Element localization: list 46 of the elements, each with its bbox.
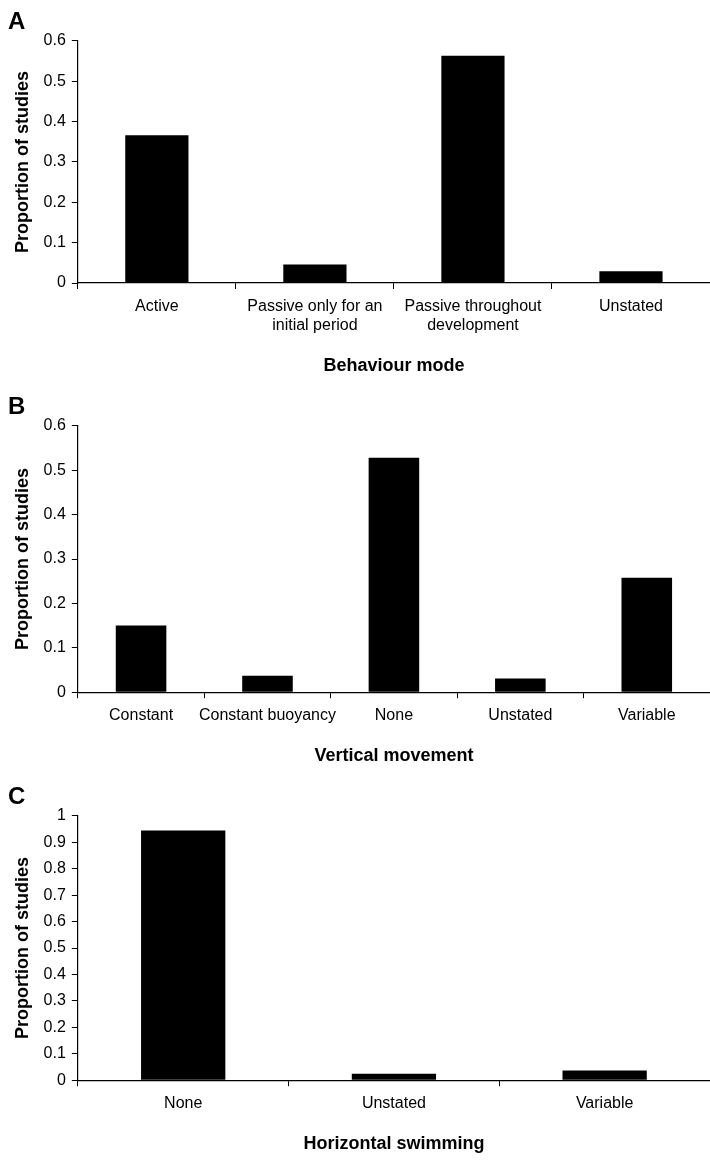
- y-tick-label: 0.3: [43, 991, 66, 1009]
- y-tick-label: 0.3: [43, 152, 66, 170]
- x-tick-label: Constant buoyancy: [199, 706, 336, 724]
- y-tick-label: 0.6: [43, 416, 66, 434]
- x-tick-label: None: [374, 706, 414, 724]
- y-tick-label: 0.2: [43, 1017, 66, 1035]
- x-tick-label: Active: [135, 297, 179, 315]
- x-tick-label: Constant: [109, 706, 174, 724]
- y-tick-label: 0.6: [43, 911, 66, 929]
- x-axis-title: Behaviour mode: [323, 355, 465, 376]
- y-axis-title: Proportion of studies: [11, 468, 32, 650]
- y-tick-label: 0.5: [43, 71, 66, 89]
- y-tick-label: 0.4: [43, 111, 66, 129]
- x-tick-label: Unstated: [488, 706, 553, 724]
- x-axis-title: Vertical movement: [314, 745, 474, 766]
- y-tick-label: 0.6: [43, 31, 66, 49]
- y-tick-label: 0: [56, 682, 66, 700]
- y-tick-label: 0.4: [43, 964, 66, 982]
- chart-title: A: [8, 7, 26, 35]
- y-tick-label: 0: [56, 1070, 66, 1088]
- x-tick-label: Variable: [618, 706, 676, 724]
- y-tick-label: 0.5: [43, 938, 66, 956]
- x-tick-label: Passive throughout development: [404, 297, 542, 334]
- y-tick-label: 0.2: [43, 192, 66, 210]
- y-tick-label: 0.3: [43, 549, 66, 567]
- y-tick-label: 0.8: [43, 859, 66, 877]
- y-tick-label: 0: [56, 273, 66, 291]
- x-axis-title: Horizontal swimming: [303, 1133, 485, 1154]
- x-tick-label: Variable: [575, 1094, 634, 1112]
- y-axis-title: Proportion of studies: [11, 857, 32, 1039]
- y-tick-label: 1: [56, 806, 66, 824]
- y-axis-title: Proportion of studies: [11, 70, 32, 253]
- x-tick-label: None: [164, 1094, 203, 1112]
- y-tick-label: 0.7: [43, 885, 66, 903]
- x-tick-label: Unstated: [598, 297, 663, 315]
- chart-title: B: [8, 392, 26, 420]
- y-tick-label: 0.4: [43, 505, 66, 523]
- x-tick-label: Unstated: [361, 1094, 426, 1112]
- y-tick-label: 0.1: [43, 638, 66, 656]
- y-tick-label: 0.9: [43, 832, 66, 850]
- x-tick-label: Passive only for an initial period: [247, 297, 383, 334]
- y-tick-label: 0.1: [43, 233, 66, 251]
- y-tick-label: 0.1: [43, 1044, 66, 1062]
- y-tick-label: 0.5: [43, 460, 66, 478]
- y-tick-label: 0.2: [43, 593, 66, 611]
- chart-title: C: [8, 782, 26, 810]
